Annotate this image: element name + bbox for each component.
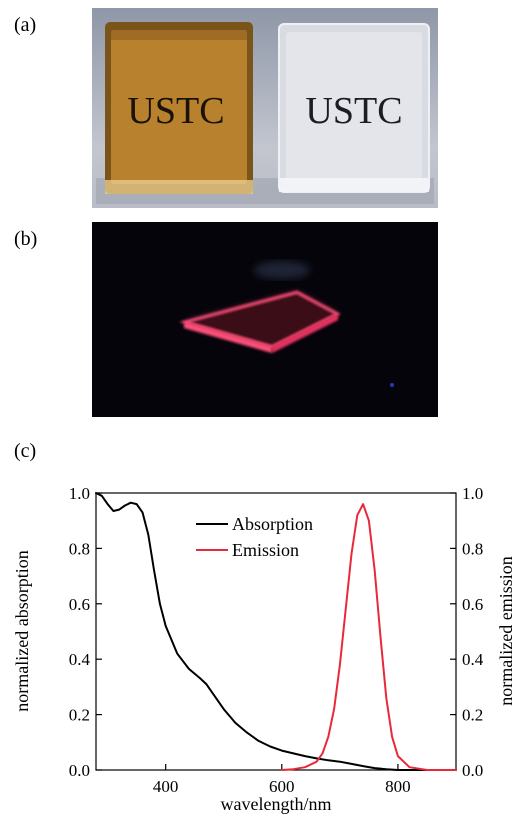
left-y-tick-label: 0.4 (69, 650, 91, 669)
series-group (95, 492, 457, 771)
series-line-absorption (95, 492, 457, 771)
glowing-slab (179, 290, 341, 353)
amber-slab: USTC (105, 22, 253, 194)
right-y-tick-label: 0.0 (462, 761, 483, 780)
slab-right-text: USTC (305, 90, 402, 132)
right-y-tick-label: 0.4 (462, 650, 484, 669)
panel-label-a: (a) (14, 14, 37, 36)
x-tick-label: 400 (153, 777, 179, 796)
x-tick-label: 600 (269, 777, 295, 796)
left-y-tick-label: 0.6 (69, 595, 90, 614)
left-y-tick-label: 1.0 (69, 484, 90, 503)
spectra-chart: 400 600 800 0.00.20.40.60.81.0 0.00.20.40.… (12, 484, 516, 814)
legend-label-emission: Emission (232, 540, 299, 560)
left-y-tick-label: 0.2 (69, 706, 90, 725)
slab-left-text: USTC (127, 90, 224, 132)
panel-label-b: (b) (14, 228, 38, 250)
right-y-tick-label: 1.0 (462, 484, 483, 503)
left-y-axis-title: normalized absorption (12, 550, 32, 711)
left-y-axis: 0.0 0.2 0.4 0.6 0.8 1.0 (69, 484, 102, 780)
left-y-tick-label: 0.8 (69, 539, 90, 558)
right-y-tick-label: 0.8 (462, 539, 483, 558)
series-line-emission (280, 503, 457, 771)
x-tick-label: 800 (385, 777, 411, 796)
photo-glass-slabs: USTC USTC (92, 8, 438, 208)
right-y-axis-title: normalized emission (496, 556, 516, 705)
x-axis-title: wavelength/nm (221, 794, 332, 814)
photo-luminescent-slab (92, 222, 438, 417)
left-y-tick-label: 0.0 (69, 761, 90, 780)
legend: Absorption Emission (196, 514, 313, 560)
glow-illustration (179, 261, 394, 387)
panel-label-c: (c) (14, 440, 37, 462)
right-y-tick-label: 0.2 (462, 706, 483, 725)
right-y-axis: 0.0 0.2 0.4 0.6 0.8 1.0 (450, 484, 484, 780)
clear-slab: USTC (278, 23, 430, 193)
right-y-tick-label: 0.6 (462, 595, 483, 614)
plot-frame (95, 492, 457, 771)
legend-label-absorption: Absorption (232, 514, 313, 534)
x-axis: 400 600 800 (153, 764, 411, 796)
slabs-illustration: USTC USTC (96, 22, 434, 204)
